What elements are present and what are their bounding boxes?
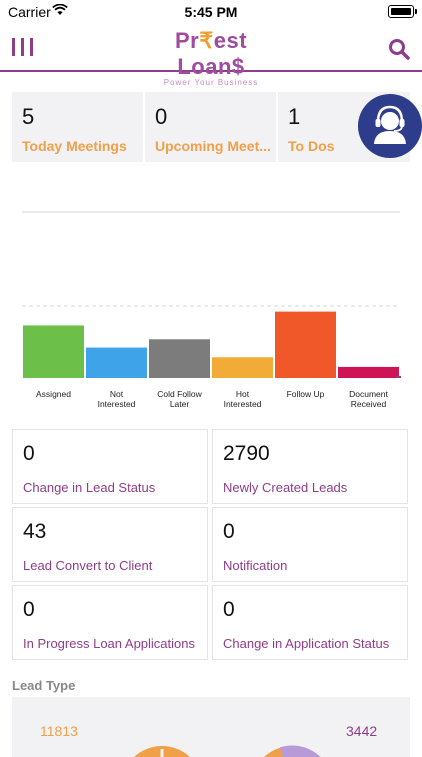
lead-type-left-value: 11813 xyxy=(40,723,78,739)
lead-type-donut-left xyxy=(134,746,190,757)
card-lead-convert-to-client[interactable]: 43 Lead Convert to Client xyxy=(12,507,208,582)
lead-type-panel: 11813 3442 xyxy=(12,697,410,757)
card-notification[interactable]: 0 Notification xyxy=(212,507,408,582)
chart-bar-document-received xyxy=(338,366,399,378)
chart-tick-label: Cold Follow xyxy=(157,389,202,399)
lead-type-right-value: 3442 xyxy=(346,723,378,739)
chart-bar-follow-up xyxy=(275,311,336,378)
tile-label: Upcoming Meet... xyxy=(155,138,271,154)
chart-tick-label: Later xyxy=(170,399,190,409)
top-nav-bar: Pr₹est Loan$ Power Your Business xyxy=(0,24,422,87)
chart-tick-label: Hot xyxy=(236,389,250,399)
card-newly-created-leads[interactable]: 2790 Newly Created Leads xyxy=(212,429,408,504)
tile-label: To Dos xyxy=(288,138,335,154)
tile-value: 1 xyxy=(288,104,301,129)
support-agent-icon xyxy=(374,105,406,144)
card-value: 0 xyxy=(23,442,35,465)
tile-label: Today Meetings xyxy=(22,138,127,154)
chart-end-marker xyxy=(396,376,401,378)
chart-tick-label: Interested xyxy=(98,399,136,409)
chart-tick-label: Received xyxy=(351,399,387,409)
lead-status-chart: Assigned Not Interested Cold Follow Later Hot… xyxy=(0,200,422,420)
card-label: Change in Lead Status xyxy=(23,480,156,495)
wifi-icon xyxy=(52,4,68,15)
card-label: Change in Application Status xyxy=(223,636,390,651)
tile-today-meetings[interactable]: 5 Today Meetings xyxy=(12,92,143,162)
chart-tick-label: Not xyxy=(110,389,124,399)
card-value: 43 xyxy=(23,520,47,543)
card-label: Notification xyxy=(223,558,288,573)
logo-tagline: Power Your Business xyxy=(163,78,259,87)
tile-value: 0 xyxy=(155,104,168,129)
card-value: 2790 xyxy=(223,442,270,465)
support-button[interactable] xyxy=(358,94,422,158)
status-bar: Carrier 5:45 PM xyxy=(0,0,422,24)
chart-tick-label: Follow Up xyxy=(287,389,325,399)
lead-type-donut-right xyxy=(264,745,321,757)
chart-bar-assigned xyxy=(23,325,84,378)
chart-bar-cold-follow-later xyxy=(149,339,210,378)
battery-icon xyxy=(388,5,417,18)
lead-type-title: Lead Type xyxy=(12,678,76,693)
menu-icon[interactable] xyxy=(12,38,34,56)
chart-bar-hot-interested xyxy=(212,357,273,378)
card-change-in-application-status[interactable]: 0 Change in Application Status xyxy=(212,585,408,660)
card-value: 0 xyxy=(23,598,35,621)
chart-tick-label: Document xyxy=(349,389,388,399)
tile-upcoming-meetings[interactable]: 0 Upcoming Meet... xyxy=(145,92,276,162)
carrier-label: Carrier xyxy=(8,4,51,20)
tile-value: 5 xyxy=(22,104,35,129)
chart-tick-label: Assigned xyxy=(36,389,71,399)
card-in-progress-loan-applications[interactable]: 0 In Progress Loan Applications xyxy=(12,585,208,660)
app-logo: Pr₹est Loan$ Power Your Business xyxy=(150,28,272,87)
search-icon[interactable] xyxy=(388,38,410,60)
card-label: Newly Created Leads xyxy=(223,480,348,495)
chart-tick-label: Interested xyxy=(224,399,262,409)
card-value: 0 xyxy=(223,598,235,621)
clock: 5:45 PM xyxy=(184,4,238,20)
card-label: Lead Convert to Client xyxy=(23,558,153,573)
card-change-in-lead-status[interactable]: 0 Change in Lead Status xyxy=(12,429,208,504)
card-label: In Progress Loan Applications xyxy=(23,636,195,651)
chart-bar-not-interested xyxy=(86,347,147,378)
card-value: 0 xyxy=(223,520,235,543)
